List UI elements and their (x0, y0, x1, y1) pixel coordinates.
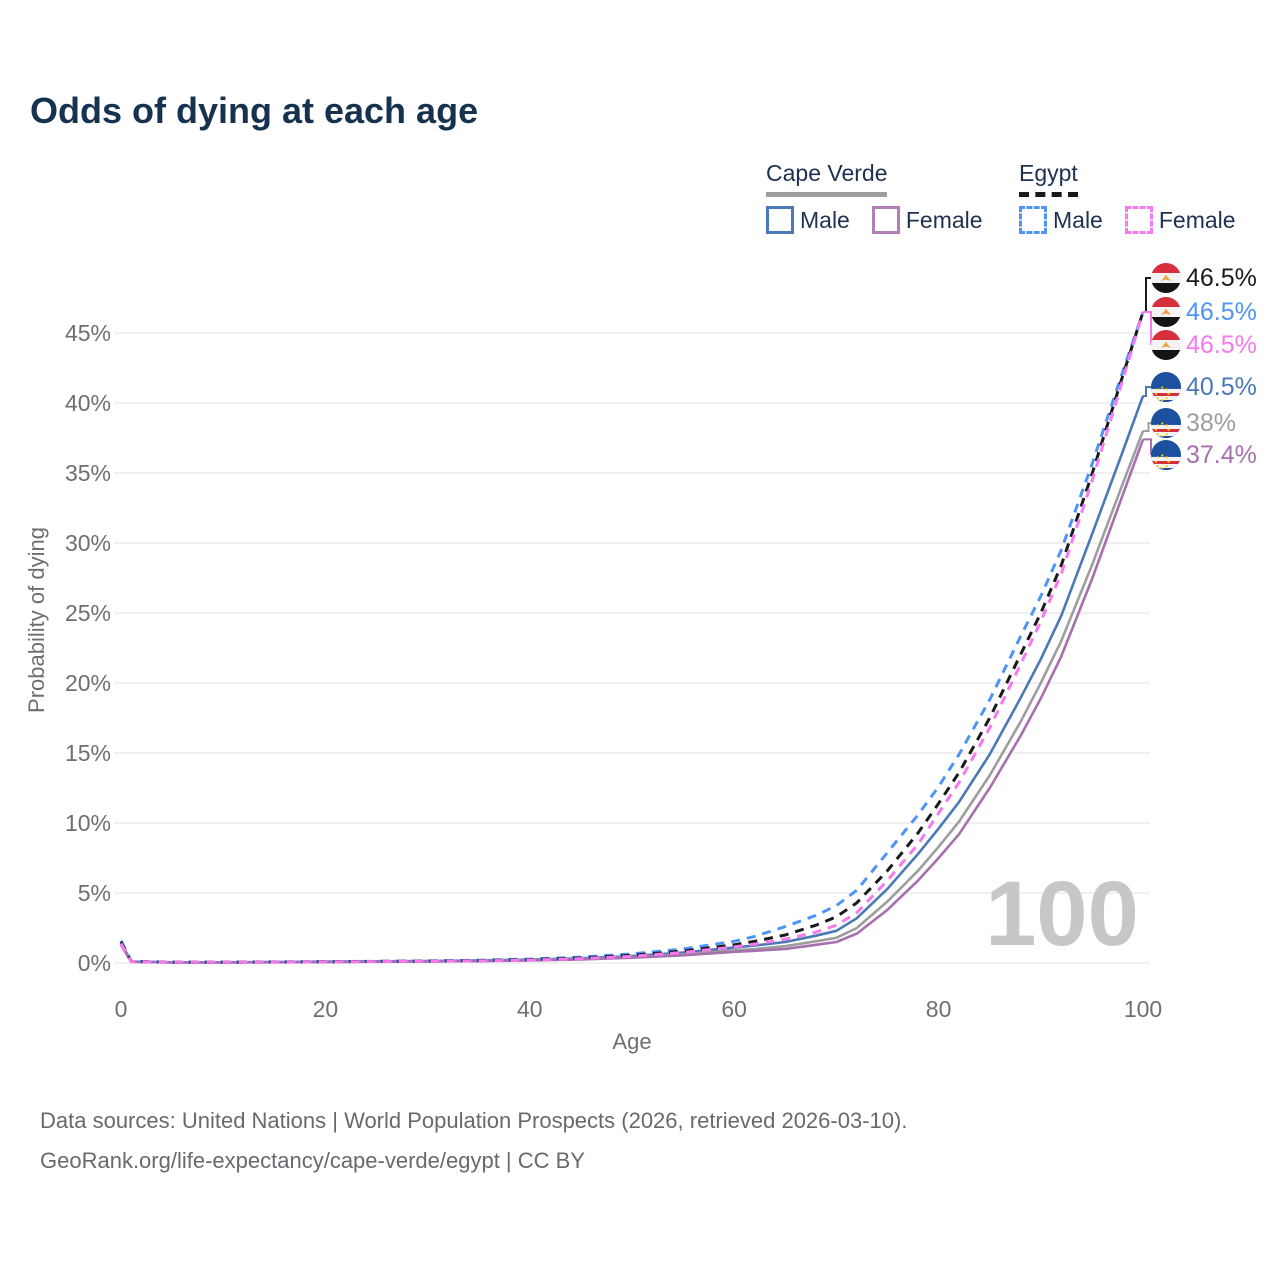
cape-verde-flag-icon (1151, 372, 1181, 402)
x-tick-label: 60 (721, 996, 747, 1022)
y-tick-label: 40% (65, 390, 111, 416)
end-label-connector (1143, 386, 1151, 397)
legend-item-egypt-female[interactable]: Female (1124, 206, 1236, 234)
footer-data-sources: Data sources: United Nations | World Pop… (40, 1108, 908, 1133)
end-label-cape-verde-male: 40.5% (1186, 373, 1257, 401)
legend-label-cape-verde-male: Male (800, 206, 850, 233)
legend-group-cape-verde: Cape Verde Male Female (766, 160, 1005, 234)
end-label-connector (1143, 311, 1152, 345)
y-tick-label: 5% (78, 880, 111, 906)
egypt-flag-icon (1151, 297, 1181, 327)
y-tick-label: 30% (65, 530, 111, 556)
age-watermark: 100 (985, 863, 1139, 965)
checkbox-cape-verde-male-icon[interactable] (766, 206, 794, 234)
egypt-flag-icon (1151, 330, 1181, 360)
end-label-connector (1143, 422, 1151, 432)
page-title: Odds of dying at each age (30, 90, 479, 131)
x-tick-label: 20 (313, 996, 339, 1022)
end-label-connector (1143, 277, 1151, 313)
series-line-egypt-male (119, 311, 1145, 964)
x-tick-label: 40 (517, 996, 543, 1022)
y-tick-label: 20% (65, 670, 111, 696)
x-tick-label: 80 (926, 996, 952, 1022)
legend-group-egypt: Egypt Male Female (1019, 160, 1258, 234)
series-line-egypt-combined (119, 311, 1145, 964)
y-axis-title: Probability of dying (24, 527, 49, 713)
legend-items-cape-verde: Male Female (766, 206, 1005, 234)
x-tick-label: 100 (1124, 996, 1162, 1022)
egypt-flag-icon (1151, 263, 1181, 293)
checkbox-egypt-male-icon[interactable] (1019, 206, 1047, 234)
end-label-connector (1143, 438, 1152, 455)
y-tick-label: 25% (65, 600, 111, 626)
x-tick-label: 0 (115, 996, 128, 1022)
end-label-cape-verde-combined: 38% (1186, 409, 1236, 437)
legend-label-egypt-male: Male (1053, 206, 1103, 233)
legend-label-egypt-female: Female (1158, 206, 1236, 233)
y-tick-label: 35% (65, 460, 111, 486)
legend-header-cape-verde: Cape Verde (766, 160, 888, 197)
end-label-egypt-male: 46.5% (1186, 298, 1257, 326)
end-label-egypt-combined: 46.5% (1186, 264, 1257, 292)
legend-header-egypt: Egypt (1019, 160, 1078, 197)
checkbox-cape-verde-female-icon[interactable] (871, 206, 900, 234)
series-line-egypt-female (119, 311, 1145, 964)
footer-attribution: GeoRank.org/life-expectancy/cape-verde/e… (40, 1148, 585, 1173)
checkbox-egypt-female-icon[interactable] (1124, 206, 1153, 234)
legend-item-egypt-male[interactable]: Male (1019, 206, 1103, 234)
end-label-egypt-female: 46.5% (1186, 331, 1257, 359)
y-tick-label: 0% (78, 950, 111, 976)
end-label-cape-verde-female: 37.4% (1186, 441, 1257, 469)
legend-items-egypt: Male Female (1019, 206, 1258, 234)
y-tick-label: 15% (65, 740, 111, 766)
y-tick-label: 10% (65, 810, 111, 836)
y-tick-label: 45% (65, 320, 111, 346)
cape-verde-flag-icon (1151, 408, 1181, 438)
legend-item-cape-verde-female[interactable]: Female (871, 206, 983, 234)
cape-verde-flag-icon (1151, 440, 1181, 470)
x-axis-title: Age (612, 1029, 651, 1054)
legend-label-cape-verde-female: Female (905, 206, 983, 233)
legend-item-cape-verde-male[interactable]: Male (766, 206, 850, 234)
